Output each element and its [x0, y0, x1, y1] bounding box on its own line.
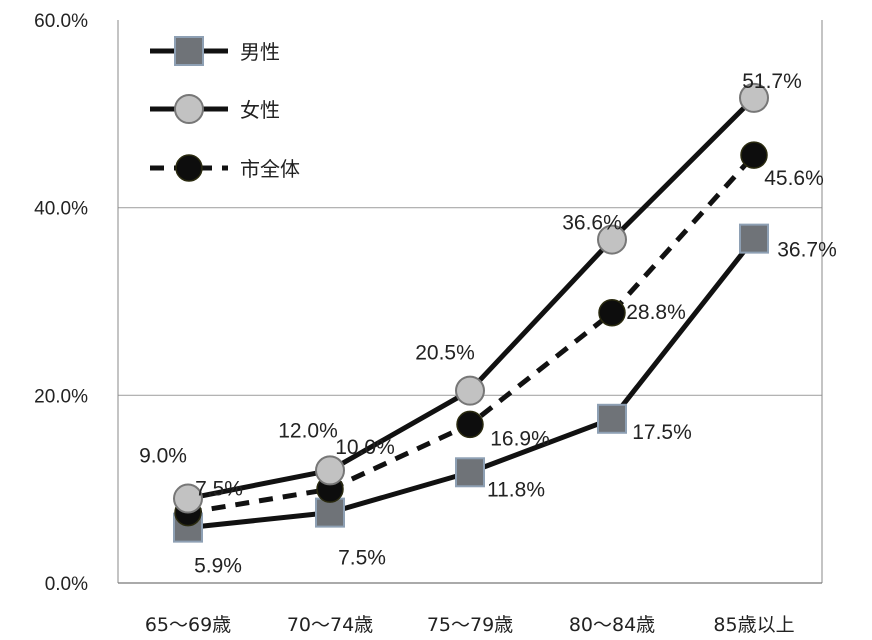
marker-total [175, 154, 203, 182]
data-label-total: 7.5% [195, 478, 243, 501]
y-tick-label: 40.0% [34, 199, 88, 220]
legend-label-male: 男性 [240, 40, 280, 64]
series-markers [173, 82, 769, 543]
marker-male [315, 497, 345, 528]
x-tick-label: 70～74歳 [287, 614, 373, 636]
marker-female [173, 483, 203, 514]
x-tick-label: 80～84歳 [569, 614, 655, 636]
marker-male [455, 457, 485, 488]
data-label-total: 16.9% [490, 427, 550, 450]
y-axis-ticks: 0.0% 20.0% 40.0% 60.0% [34, 11, 88, 595]
y-tick-label: 60.0% [34, 11, 88, 32]
data-label-total: 28.8% [626, 301, 686, 324]
x-tick-label: 65～69歳 [145, 614, 231, 636]
grid-lines [118, 207, 822, 396]
y-tick-label: 20.0% [34, 386, 88, 407]
data-label-female: 36.6% [562, 212, 622, 235]
data-label-male: 7.5% [338, 547, 386, 570]
marker-female [315, 455, 345, 486]
data-label-male: 17.5% [632, 421, 692, 444]
marker-total [740, 141, 768, 169]
marker-total [598, 299, 626, 327]
marker-female [455, 375, 485, 406]
legend-label-total: 市全体 [240, 157, 300, 181]
marker-female [174, 94, 204, 124]
x-axis-ticks: 65～69歳 70～74歳 75～79歳 80～84歳 85歳以上 [145, 614, 795, 636]
x-tick-label: 75～79歳 [427, 614, 513, 636]
data-label-female: 51.7% [742, 70, 802, 93]
marker-total [456, 410, 484, 439]
marker-male [739, 223, 769, 254]
data-label-male: 11.8% [487, 478, 545, 501]
data-label-female: 9.0% [139, 445, 187, 468]
marker-female [739, 82, 769, 113]
data-label-male: 5.9% [194, 555, 242, 578]
data-label-male: 36.7% [777, 239, 837, 262]
data-labels: 5.9% 7.5% 11.8% 17.5% 36.7% 9.0% 12.0% 20.5% 36.… [139, 70, 837, 578]
y-tick-label: 0.0% [45, 574, 88, 595]
marker-male [597, 403, 627, 434]
legend-label-female: 女性 [240, 98, 280, 122]
data-label-female: 20.5% [415, 342, 475, 365]
marker-male [174, 36, 204, 66]
data-label-total: 10.0% [335, 436, 395, 459]
data-label-female: 12.0% [278, 419, 338, 442]
x-tick-label: 85歳以上 [713, 614, 794, 636]
data-label-total: 45.6% [764, 167, 824, 190]
marker-female [597, 224, 627, 255]
